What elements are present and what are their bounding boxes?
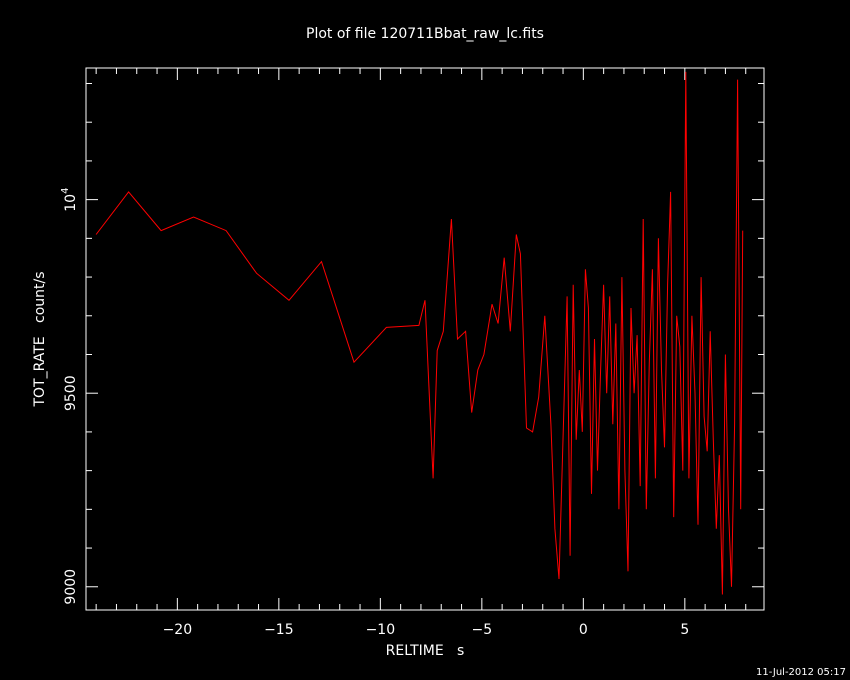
timestamp: 11-Jul-2012 05:17: [755, 667, 846, 678]
x-tick-label: −20: [163, 622, 193, 638]
series-line: [95, 71, 744, 595]
x-tick-label: −10: [366, 622, 396, 638]
chart-title: Plot of file 120711Bbat_raw_lc.fits: [306, 26, 544, 42]
x-tick-label: 5: [680, 622, 689, 638]
axis-ticks: [86, 68, 764, 610]
y-axis-label: TOT_RATE count/s: [32, 271, 48, 407]
y-tick-exponent: 4: [60, 188, 71, 194]
y-tick-label: 9000: [63, 569, 79, 605]
x-tick-label: 0: [579, 622, 588, 638]
plot-frame: [85, 67, 765, 611]
x-tick-label: −5: [472, 622, 493, 638]
x-tick-label: −15: [264, 622, 294, 638]
x-axis-label: RELTIME s: [386, 643, 465, 659]
y-tick-label: 9500: [63, 375, 79, 411]
x-tick-labels: −20 −15 −10 −5 0 5: [163, 622, 690, 638]
